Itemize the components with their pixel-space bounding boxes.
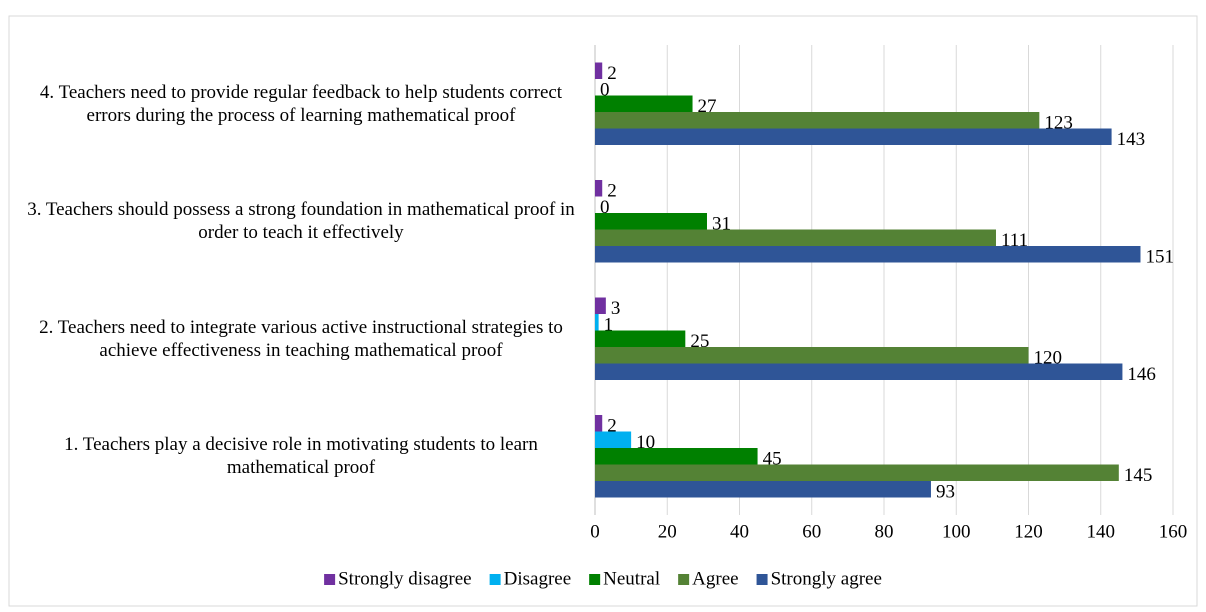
data-label: 151 (1145, 247, 1174, 268)
legend-label: Strongly disagree (338, 568, 472, 589)
bar (595, 481, 931, 498)
chart-border (8, 15, 1198, 607)
bar (595, 464, 1119, 481)
legend-swatch (589, 574, 601, 585)
x-tick-label: 80 (875, 521, 894, 542)
legend-label: Disagree (504, 568, 572, 589)
x-tick-label: 160 (1159, 521, 1188, 542)
data-label: 25 (690, 331, 709, 352)
data-label: 2 (607, 181, 617, 202)
x-tick-label: 120 (1014, 521, 1043, 542)
x-tick-label: 40 (730, 521, 749, 542)
bar (595, 62, 603, 79)
data-label: 1 (604, 315, 614, 336)
data-label: 120 (1034, 348, 1063, 369)
data-label: 0 (600, 197, 610, 218)
x-tick-label: 0 (590, 521, 600, 542)
bar (595, 431, 632, 448)
y-tick-label: 3. Teachers should possess a strong foun… (27, 199, 575, 244)
bar (595, 213, 707, 230)
data-label: 2 (607, 63, 617, 84)
y-tick-label: 2. Teachers need to integrate various ac… (39, 316, 563, 361)
data-label: 31 (712, 214, 731, 235)
legend-swatch (489, 574, 501, 585)
bar (595, 246, 1141, 263)
data-label: 123 (1044, 113, 1073, 134)
legend-label: Agree (692, 568, 738, 589)
data-label: 93 (936, 482, 955, 503)
bar (595, 330, 686, 347)
bar (595, 363, 1123, 380)
legend-swatch (678, 574, 690, 585)
bar (595, 95, 693, 112)
data-label: 2 (607, 416, 617, 437)
legend-label: Strongly agree (771, 568, 882, 589)
bar (595, 297, 606, 314)
data-label: 10 (636, 432, 655, 453)
y-tick-label: 1. Teachers play a decisive role in moti… (64, 434, 538, 479)
bar (595, 347, 1029, 364)
data-label: 0 (600, 80, 610, 101)
legend-label: Neutral (603, 568, 660, 589)
bar (595, 229, 996, 246)
bar (595, 180, 603, 197)
bar (595, 314, 599, 331)
data-label: 3 (611, 298, 621, 319)
bar (595, 112, 1040, 129)
y-tick-label: 4. Teachers need to provide regular feed… (39, 81, 563, 126)
bar (595, 415, 603, 432)
bar (595, 448, 758, 465)
data-label: 45 (763, 449, 782, 470)
data-label: 145 (1124, 465, 1153, 486)
x-tick-label: 20 (658, 521, 677, 542)
x-tick-label: 60 (802, 521, 821, 542)
data-label: 146 (1127, 364, 1156, 385)
x-tick-label: 100 (942, 521, 971, 542)
x-tick-label: 140 (1087, 521, 1116, 542)
data-label: 27 (698, 96, 717, 117)
data-label: 111 (1001, 230, 1028, 251)
legend-swatch (324, 574, 336, 585)
legend-swatch (756, 574, 768, 585)
data-label: 143 (1117, 129, 1146, 150)
bar (595, 128, 1112, 145)
